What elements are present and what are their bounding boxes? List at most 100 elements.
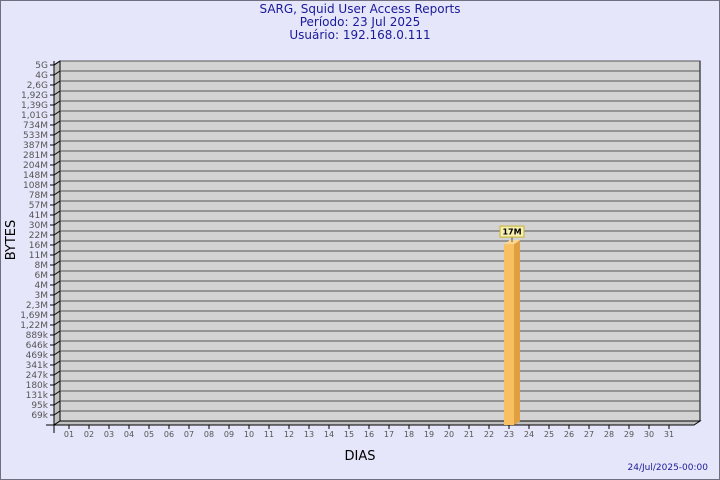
y-tick-slant: [53, 310, 61, 316]
x-tick-label: 07: [184, 430, 194, 439]
y-tick-slant: [53, 290, 61, 296]
y-tick-label: 30M: [29, 221, 48, 231]
footer-date: 24/Jul/2025-00:00: [628, 463, 709, 473]
y-tick-label: 341k: [26, 361, 49, 371]
y-tick-slant: [53, 250, 61, 256]
y-tick-slant: [53, 170, 61, 176]
x-tick-label: 17: [384, 430, 394, 439]
y-tick-label: 1,01G: [21, 111, 48, 121]
y-tick-label: 533M: [23, 131, 48, 141]
y-axis-label: BYTES: [4, 220, 19, 261]
y-tick-slant: [53, 60, 61, 66]
y-tick-slant: [53, 360, 61, 366]
y-tick-slant: [53, 350, 61, 356]
y-tick-slant: [53, 400, 61, 406]
y-tick-label: 95k: [31, 401, 48, 411]
y-tick-label: 247k: [26, 371, 49, 381]
y-tick-label: 2,3M: [26, 301, 48, 311]
y-tick-slant: [53, 260, 61, 266]
y-tick-label: 180k: [26, 381, 49, 391]
y-tick-label: 646k: [26, 341, 49, 351]
y-tick-label: 387M: [23, 141, 48, 151]
y-tick-slant: [53, 370, 61, 376]
y-tick-slant: [53, 330, 61, 336]
y-tick-slant: [53, 390, 61, 396]
y-tick-label: 69k: [31, 411, 48, 421]
y-tick-label: 41M: [29, 211, 48, 221]
y-tick-label: 108M: [23, 181, 48, 191]
x-tick-label: 23: [504, 430, 514, 439]
x-tick-label: 26: [564, 430, 574, 439]
y-tick-label: 4M: [35, 281, 49, 291]
y-tick-slant: [53, 240, 61, 246]
y-tick-label: 4G: [35, 71, 48, 81]
x-tick-label: 24: [524, 430, 534, 439]
x-tick-label: 04: [124, 430, 134, 439]
y-tick-slant: [53, 140, 61, 146]
x-tick-label: 30: [644, 430, 654, 439]
y-tick-label: 11M: [29, 251, 48, 261]
y-tick-slant: [53, 200, 61, 206]
y-tick-label: 889k: [26, 331, 49, 341]
x-tick-label: 03: [104, 430, 114, 439]
y-tick-slant: [53, 130, 61, 136]
y-tick-slant: [53, 90, 61, 96]
chart-title: SARG, Squid User Access Reports: [259, 2, 461, 16]
y-tick-label: 131k: [26, 391, 49, 401]
y-tick-label: 1,22M: [20, 321, 48, 331]
y-tick-slant: [53, 320, 61, 326]
y-tick-label: 148M: [23, 171, 48, 181]
y-tick-label: 469k: [26, 351, 49, 361]
y-tick-slant: [53, 80, 61, 86]
y-tick-slant: [53, 410, 61, 416]
data-label: 17M: [502, 228, 521, 237]
y-tick-label: 281M: [23, 151, 48, 161]
x-axis-label: DIAS: [345, 449, 376, 464]
y-tick-slant: [53, 150, 61, 156]
x-tick-label: 11: [264, 430, 274, 439]
y-tick-slant: [53, 220, 61, 226]
y-tick-label: 1,92G: [21, 91, 48, 101]
y-tick-slant: [53, 70, 61, 76]
x-tick-label: 08: [204, 430, 214, 439]
y-tick-label: 16M: [29, 241, 48, 251]
bar: [504, 244, 514, 425]
y-tick-label: 1,69M: [20, 311, 48, 321]
y-tick-slant: [53, 100, 61, 106]
x-tick-label: 02: [84, 430, 94, 439]
y-tick-label: 57M: [29, 201, 48, 211]
y-tick-label: 204M: [23, 161, 48, 171]
x-tick-label: 06: [164, 430, 174, 439]
x-tick-label: 28: [604, 430, 614, 439]
x-tick-label: 16: [364, 430, 374, 439]
x-tick-label: 21: [464, 430, 474, 439]
x-tick-label: 22: [484, 430, 494, 439]
y-tick-slant: [53, 380, 61, 386]
x-tick-label: 20: [444, 430, 454, 439]
bar-side: [514, 240, 520, 425]
data-label-box: [499, 225, 525, 238]
x-tick-label: 29: [624, 430, 634, 439]
y-tick-slant: [53, 180, 61, 186]
y-tick-label: 8M: [35, 261, 49, 271]
y-tick-slant: [53, 300, 61, 306]
x-tick-label: 10: [244, 430, 254, 439]
y-tick-label: 22M: [29, 231, 48, 241]
x-tick-label: 14: [324, 430, 334, 439]
x-tick-label: 13: [304, 430, 314, 439]
y-tick-label: 6M: [35, 271, 49, 281]
y-tick-slant: [53, 110, 61, 116]
x-tick-label: 25: [544, 430, 554, 439]
y-tick-slant: [53, 160, 61, 166]
x-tick-label: 09: [224, 430, 234, 439]
y-tick-slant: [53, 210, 61, 216]
y-tick-slant: [53, 270, 61, 276]
y-tick-label: 5G: [35, 61, 48, 71]
x-tick-label: 19: [424, 430, 434, 439]
y-tick-slant: [53, 280, 61, 286]
y-tick-label: 3M: [35, 291, 49, 301]
y-tick-label: 1,39G: [21, 101, 48, 111]
y-tick-slant: [53, 340, 61, 346]
chart-subtitle-user: Usuário: 192.168.0.111: [289, 28, 431, 42]
